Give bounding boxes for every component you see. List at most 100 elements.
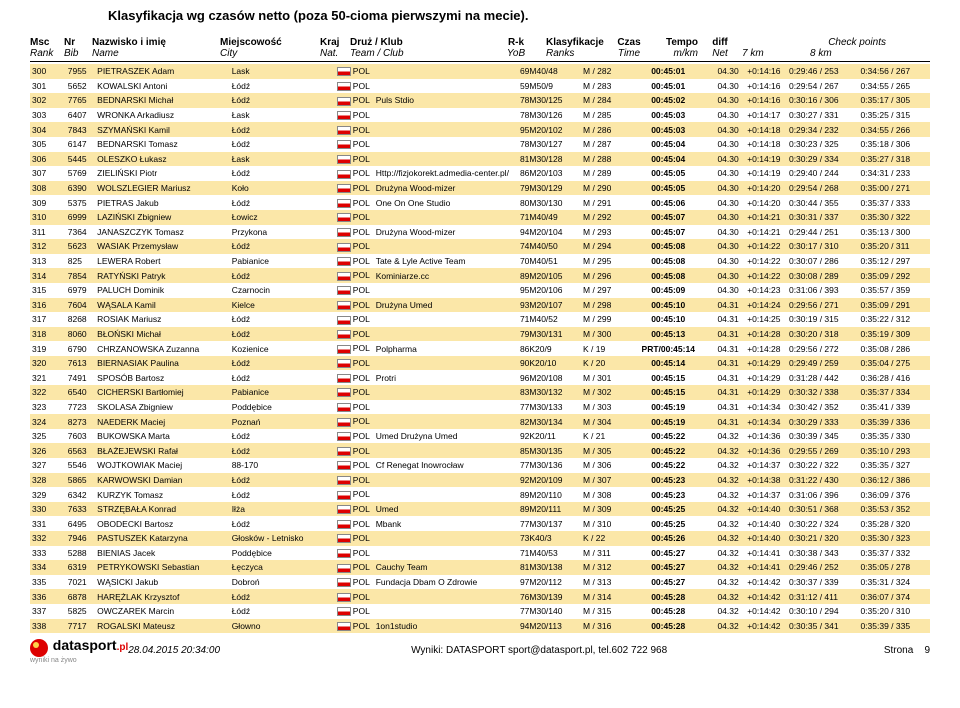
cell-club: Drużyna Umed — [374, 298, 518, 313]
cell-name: LEWERA Robert — [95, 254, 230, 269]
cell-nat: POL — [335, 385, 374, 400]
cell-nat: POL — [335, 254, 374, 269]
cell-club — [374, 473, 518, 488]
cell-rank: 310 — [30, 210, 66, 225]
cell-rank: 329 — [30, 487, 66, 502]
cell-tempo: 04.32 — [699, 546, 741, 561]
cell-nat: POL — [335, 560, 374, 575]
cell-city: Iłża — [230, 502, 335, 517]
flag-icon — [337, 447, 351, 456]
cell-tempo: 04.30 — [699, 152, 741, 167]
cell-rank: 322 — [30, 385, 66, 400]
cell-name: PIETRASZEK Adam — [95, 64, 230, 79]
cell-cp1: 0:30:19 / 315 — [787, 312, 858, 327]
cell-name: KURZYK Tomasz — [95, 487, 230, 502]
cell-rk: 95M20/102 — [518, 122, 581, 137]
cell-name: ZIELIŃSKI Piotr — [95, 166, 230, 181]
cell-city: Pabianice — [230, 385, 335, 400]
cell-bib: 6319 — [66, 560, 95, 575]
cell-city: Łódź — [230, 473, 335, 488]
cell-cp1: 0:29:55 / 269 — [787, 443, 858, 458]
cell-cp1: 0:30:37 / 339 — [787, 575, 858, 590]
cell-club — [374, 79, 518, 94]
hdr-cp1: 7 km — [742, 48, 810, 59]
table-row: 313825LEWERA RobertPabianicePOLTate & Ly… — [30, 254, 930, 269]
flag-icon — [337, 403, 351, 412]
cell-nat: POL — [335, 414, 374, 429]
cell-cp2: 0:35:13 / 300 — [858, 225, 930, 240]
cell-rnk: K / 20 — [581, 356, 638, 371]
cell-rnk: M / 315 — [581, 604, 638, 619]
cell-tempo: 04.30 — [699, 268, 741, 283]
cell-rank: 333 — [30, 546, 66, 561]
cell-rank: 315 — [30, 283, 66, 298]
cell-diff: +0:14:22 — [741, 268, 787, 283]
cell-tempo: 04.30 — [699, 64, 741, 79]
cell-tempo: 04.30 — [699, 225, 741, 240]
cell-rank: 306 — [30, 152, 66, 167]
cell-rk: 77M30/140 — [518, 604, 581, 619]
cell-rk: 76M30/139 — [518, 589, 581, 604]
cell-cp1: 0:30:22 / 324 — [787, 516, 858, 531]
cell-tempo: 04.30 — [699, 108, 741, 123]
cell-diff: +0:14:18 — [741, 122, 787, 137]
cell-time: 00:45:28 — [638, 604, 699, 619]
hdr-tempo: Tempo — [666, 37, 698, 48]
cell-rnk: K / 21 — [581, 429, 638, 444]
cell-bib: 6390 — [66, 181, 95, 196]
cell-club — [374, 604, 518, 619]
cell-nat: POL — [335, 64, 374, 79]
cell-nat: POL — [335, 122, 374, 137]
cell-rnk: M / 298 — [581, 298, 638, 313]
cell-diff: +0:14:34 — [741, 400, 787, 415]
footer: datasport.pl wyniki na żywo 28.04.2015 2… — [30, 637, 930, 663]
cell-rank: 335 — [30, 575, 66, 590]
cell-diff: +0:14:42 — [741, 575, 787, 590]
footer-logo: datasport.pl wyniki na żywo — [30, 637, 128, 663]
hdr-cp2: 8 km — [810, 48, 878, 59]
cell-city: Koło — [230, 181, 335, 196]
cell-club: Protri — [374, 370, 518, 385]
flag-icon — [337, 272, 351, 281]
table-row: 3075769ZIELIŃSKI PiotrŁódźPOLHttp://fizj… — [30, 166, 930, 181]
cell-rnk: M / 306 — [581, 458, 638, 473]
cell-tempo: 04.30 — [699, 210, 741, 225]
cell-rnk: M / 305 — [581, 443, 638, 458]
cell-club — [374, 122, 518, 137]
cell-club: Drużyna Wood-mizer — [374, 225, 518, 240]
cell-city: Łódź — [230, 487, 335, 502]
cell-bib: 7717 — [66, 619, 95, 634]
table-row: 3266563BŁAŻEJEWSKI RafałŁódźPOL85M30/135… — [30, 443, 930, 458]
cell-cp1: 0:30:51 / 368 — [787, 502, 858, 517]
flag-icon — [337, 520, 351, 529]
flag-icon — [337, 184, 351, 193]
cell-rk: 93M20/107 — [518, 298, 581, 313]
cell-rank: 301 — [30, 79, 66, 94]
cell-rnk: M / 290 — [581, 181, 638, 196]
cell-time: 00:45:14 — [638, 356, 699, 371]
cell-tempo: 04.30 — [699, 122, 741, 137]
cell-city: Poddębice — [230, 400, 335, 415]
cell-cp2: 0:35:10 / 293 — [858, 443, 930, 458]
cell-city: Łęczyca — [230, 560, 335, 575]
cell-cp1: 0:30:08 / 289 — [787, 268, 858, 283]
cell-cp1: 0:30:32 / 338 — [787, 385, 858, 400]
cell-bib: 6979 — [66, 283, 95, 298]
cell-diff: +0:14:21 — [741, 225, 787, 240]
cell-name: SKOLASA Zbigniew — [95, 400, 230, 415]
cell-rk: 71M40/53 — [518, 546, 581, 561]
cell-nat: POL — [335, 137, 374, 152]
cell-rk: 77M30/137 — [518, 516, 581, 531]
cell-cp2: 0:35:09 / 292 — [858, 268, 930, 283]
cell-tempo: 04.30 — [699, 283, 741, 298]
cell-cp1: 0:30:38 / 343 — [787, 546, 858, 561]
cell-nat: POL — [335, 166, 374, 181]
cell-tempo: 04.30 — [699, 93, 741, 108]
cell-club — [374, 239, 518, 254]
table-row: 3346319PETRYKOWSKI SebastianŁęczycaPOLCa… — [30, 560, 930, 575]
cell-name: KOWALSKI Antoni — [95, 79, 230, 94]
table-row: 3086390WOLSZLEGIER MariuszKołoPOLDrużyna… — [30, 181, 930, 196]
flag-icon — [337, 199, 351, 208]
cell-city: Lask — [230, 64, 335, 79]
cell-rank: 334 — [30, 560, 66, 575]
